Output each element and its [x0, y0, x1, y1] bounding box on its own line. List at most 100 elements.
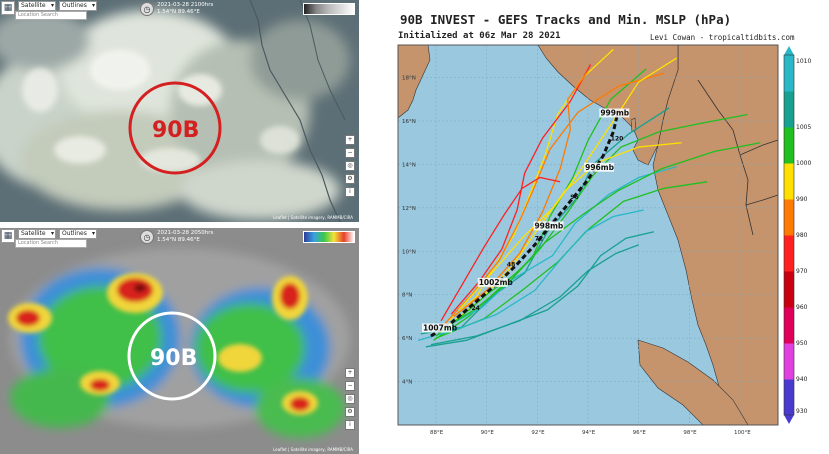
clock-icon[interactable]: ◷ — [140, 2, 154, 16]
track-map: 1007mb 1002mb 998mb 996mb 999mb 24 48 72 96 120 4… — [397, 44, 811, 436]
mean-pressure-label: 999mb — [600, 108, 629, 117]
map-frame — [397, 44, 779, 426]
zoom-in-icon[interactable]: + — [345, 368, 355, 378]
lat-tick-label: 18°N — [402, 76, 416, 82]
colorbar-frame — [783, 54, 795, 416]
settings-icon[interactable]: ⚙ — [345, 174, 355, 184]
storm-label: 90B — [152, 118, 200, 143]
timestamp-box: ◷ 2021-03-28 2050hrs 1.54°N 89.46°E — [140, 230, 213, 244]
storm-label: 90B — [150, 346, 198, 371]
timestamp-box: ◷ 2021-03-28 2100hrs 1.54°N 89.46°E — [140, 2, 213, 16]
location-search-input[interactable]: Location Search — [15, 11, 87, 20]
coordinates: 1.54°N 89.46°E — [157, 237, 200, 243]
ensemble-member-tracks — [418, 48, 761, 348]
lat-tick-label: 10°N — [402, 249, 416, 255]
storm-marker-circle — [128, 81, 222, 175]
location-search-input[interactable]: Location Search — [15, 239, 87, 248]
satellite-image-visible — [0, 0, 359, 222]
info-icon[interactable]: i — [345, 187, 355, 197]
zoom-in-icon[interactable]: + — [345, 135, 355, 145]
satellite-image-infrared — [0, 228, 359, 454]
overlay-select[interactable]: Outlines — [59, 229, 97, 239]
colorbar-tick-label: 990 — [796, 196, 808, 203]
product-select[interactable]: Satellite — [18, 229, 56, 239]
temperature-colorbar — [303, 231, 355, 243]
gefs-track-chart: 90B INVEST - GEFS Tracks and Min. MSLP (… — [368, 0, 829, 454]
map-toolbar: ▦ Satellite Outlines — [1, 229, 97, 243]
colorbar-tick-label: 960 — [796, 304, 808, 311]
map-side-controls: + − ◎ ⚙ i — [345, 368, 355, 430]
member-track — [435, 142, 761, 337]
zoom-out-icon[interactable]: − — [345, 381, 355, 391]
layers-grid-icon[interactable]: ▦ — [1, 1, 15, 15]
settings-icon[interactable]: ⚙ — [345, 407, 355, 417]
forecast-hour-label: 120 — [611, 136, 624, 143]
forecast-hour-label: 72 — [535, 235, 543, 242]
locate-icon[interactable]: ◎ — [345, 394, 355, 404]
colorbar-swatch — [784, 271, 794, 308]
colorbar-swatch — [784, 55, 794, 92]
lat-tick-label: 16°N — [402, 119, 416, 125]
coordinates: 1.54°N 89.46°E — [157, 9, 200, 15]
mean-pressure-label: 996mb — [585, 163, 614, 172]
colorbar-tick-label: 980 — [796, 232, 808, 239]
chart-credit: Levi Cowan - tropicaltidbits.com — [650, 33, 795, 42]
lon-tick-label: 92°E — [531, 430, 545, 436]
colorbar-tick-label: 1005 — [796, 124, 811, 131]
colorbar-tick-label: 940 — [796, 376, 808, 383]
clock-icon[interactable]: ◷ — [140, 230, 154, 244]
storm-marker-circle — [127, 311, 217, 401]
member-track — [440, 165, 677, 331]
lat-tick-label: 8°N — [402, 293, 412, 299]
member-track — [430, 244, 639, 346]
map-attribution: Leaflet | Satellite imagery, RAMMB/CIRA — [273, 447, 353, 452]
colorbar-tick-label: 970 — [796, 268, 808, 275]
map-side-controls: + − ◎ ⚙ i — [345, 135, 355, 197]
mean-pressure-label: 1002mb — [479, 278, 514, 287]
locate-icon[interactable]: ◎ — [345, 161, 355, 171]
colorbar-top-arrow — [784, 46, 794, 55]
zoom-out-icon[interactable]: − — [345, 148, 355, 158]
pressure-colorbar: 930 940 950 960 970 980 990 1000 1005 1010 — [783, 46, 811, 424]
chart-subtitle: Initialized at 06z Mar 28 2021 — [398, 31, 561, 41]
track-labels: 1007mb 1002mb 998mb 996mb 999mb 24 48 72 96 120 — [422, 108, 630, 333]
lon-tick-label: 96°E — [633, 430, 647, 436]
map-toolbar: ▦ Satellite Outlines — [1, 1, 97, 15]
colorbar-swatch — [784, 379, 794, 416]
lat-tick-label: 6°N — [402, 336, 412, 342]
mean-pressure-label: 1007mb — [423, 323, 458, 332]
satellite-panel-visible: 90B ▦ Satellite Outlines Location Search… — [0, 0, 359, 222]
timestamp: 2021-03-28 2050hrs — [157, 230, 214, 236]
layers-grid-icon[interactable]: ▦ — [1, 229, 15, 243]
pressure-label-bg — [584, 162, 615, 172]
colorbar-tick-label: 1010 — [796, 58, 811, 65]
chart-title: 90B INVEST - GEFS Tracks and Min. MSLP (… — [400, 12, 732, 27]
map-attribution: Leaflet | Satellite imagery, RAMMB/CIRA — [273, 215, 353, 220]
member-track — [450, 64, 592, 315]
colorbar-tick-label: 930 — [796, 408, 808, 415]
mean-pressure-label: 998mb — [534, 221, 563, 230]
forecast-hour-label: 24 — [471, 305, 479, 312]
colorbar-swatch — [784, 343, 794, 380]
brightness-colorbar — [303, 3, 355, 15]
timestamp: 2021-03-28 2100hrs — [157, 2, 214, 8]
ensemble-mean-track — [430, 109, 620, 338]
member-track — [440, 176, 561, 322]
satellite-panel-infrared: 90B ▦ Satellite Outlines Location Search… — [0, 228, 359, 454]
lon-tick-label: 88°E — [430, 430, 444, 436]
member-track — [425, 231, 655, 348]
lat-tick-label: 14°N — [402, 162, 416, 168]
overlay-select[interactable]: Outlines — [59, 1, 97, 11]
info-icon[interactable]: i — [345, 420, 355, 430]
landmass — [397, 44, 779, 426]
pressure-label-bg — [533, 221, 564, 231]
colorbar-swatch — [784, 307, 794, 344]
product-select[interactable]: Satellite — [18, 1, 56, 11]
colorbar-swatch — [784, 91, 794, 128]
colorbar-swatch — [784, 235, 794, 272]
forecast-hour-label: 48 — [507, 261, 515, 268]
member-track — [458, 57, 678, 311]
member-track — [418, 209, 644, 341]
axis-labels: 4°N 6°N 8°N 10°N 12°N 14°N 16°N 18°N 88°E 90°E 92°… — [402, 76, 751, 436]
colorbar-swatch — [784, 199, 794, 236]
